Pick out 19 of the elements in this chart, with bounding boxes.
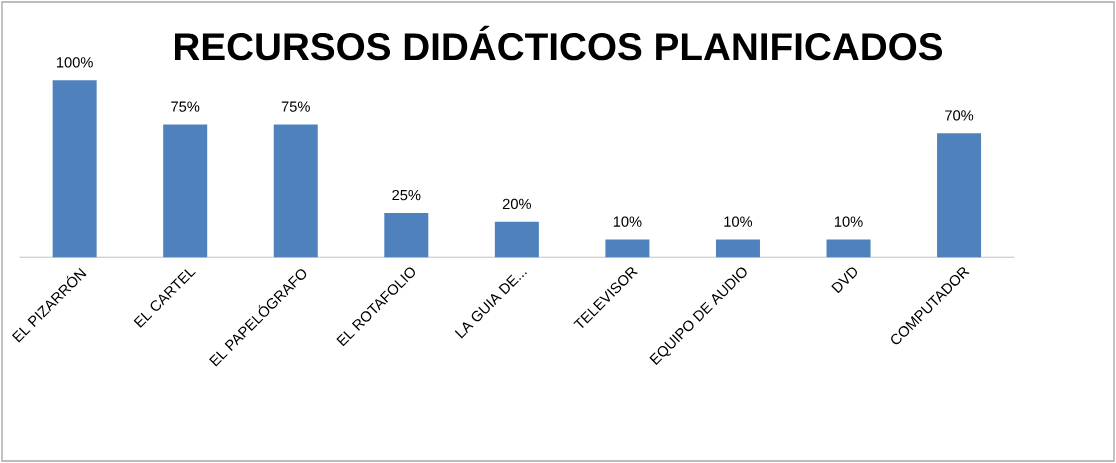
data-label: 75% (281, 101, 310, 112)
bar (384, 212, 429, 258)
bar (715, 239, 760, 258)
bar (826, 239, 871, 258)
data-label: 75% (171, 101, 200, 112)
bar (273, 124, 318, 258)
data-label: 70% (945, 110, 974, 121)
bar (605, 239, 650, 258)
bar (937, 133, 982, 258)
bar (163, 124, 208, 258)
bar (52, 80, 97, 258)
data-label: 10% (724, 216, 753, 227)
bar (494, 221, 539, 258)
chart-title: RECURSOS DIDÁCTICOS PLANIFICADOS (175, 25, 943, 61)
data-label: 20% (502, 198, 531, 210)
data-label: 10% (834, 216, 863, 227)
data-label: 10% (613, 216, 642, 227)
data-label: 100% (56, 57, 93, 68)
data-label: 25% (392, 189, 421, 201)
